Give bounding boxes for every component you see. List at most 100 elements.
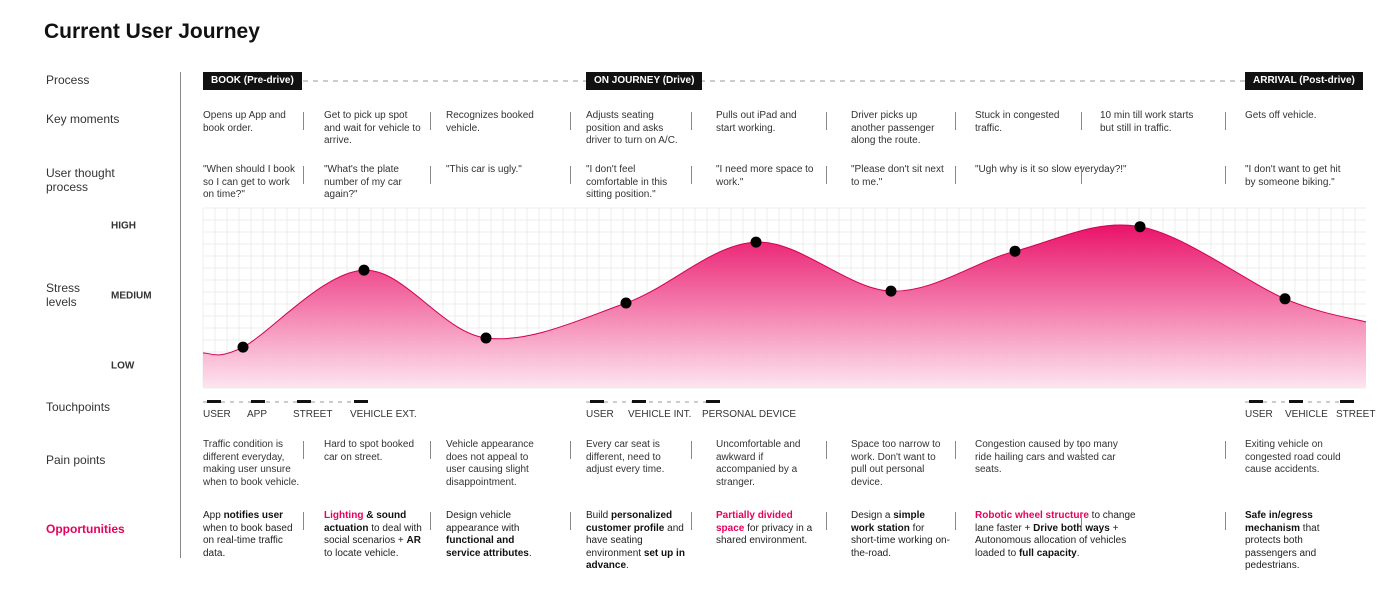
- opportunity-segment: when to book based on real-time traffic …: [203, 522, 293, 559]
- touchpoint-label: PERSONAL DEVICE: [702, 409, 797, 420]
- opportunity-segment: Partially divided space: [716, 510, 793, 534]
- touchpoint-label: USER: [203, 409, 231, 420]
- key-moments-text: Driver picks up another passenger along …: [851, 110, 935, 146]
- row-label: User thought process: [46, 166, 115, 194]
- opportunity-segment: to deal with social scenarios +: [324, 522, 422, 547]
- touchpoint-label: STREET: [1336, 409, 1376, 420]
- divider: [570, 512, 571, 530]
- divider: [826, 166, 827, 184]
- divider: [303, 512, 304, 530]
- thoughts-text: "Ugh why is it so slow everyday?!": [975, 164, 1127, 175]
- opportunity-segment: .: [1076, 547, 1080, 559]
- row-label: Touchpoints: [46, 400, 111, 414]
- divider: [955, 166, 956, 184]
- divider: [826, 512, 827, 530]
- opportunity-segment: Drive both ways: [1033, 522, 1110, 534]
- opportunity-segment: AR: [406, 535, 421, 546]
- stage-label: ARRIVAL (Post-drive): [1245, 72, 1363, 90]
- touchpoint-label: STREET: [293, 409, 333, 420]
- thoughts-text: "Please don't sit next to me.": [851, 164, 944, 188]
- key-moments-text: Get to pick up spot and wait for vehicle…: [324, 110, 421, 146]
- row-label: Key moments: [46, 112, 120, 126]
- divider: [1225, 441, 1226, 459]
- thoughts-text: "I need more space to work.": [716, 164, 814, 188]
- touchpoint-marker: [207, 400, 221, 403]
- touchpoint-marker: [1289, 400, 1303, 403]
- divider: [1081, 112, 1082, 130]
- divider: [570, 441, 571, 459]
- divider: [430, 112, 431, 130]
- stage-label: BOOK (Pre-drive): [203, 72, 302, 90]
- divider: [430, 441, 431, 459]
- divider: [1081, 441, 1082, 459]
- divider: [303, 112, 304, 130]
- key-moments-text: Opens up App and book order.: [203, 110, 286, 134]
- opportunity-segment: that protects both passengers and pedest…: [1245, 522, 1320, 572]
- touchpoint-label: APP: [247, 409, 268, 420]
- key-moments-text: Gets off vehicle.: [1245, 110, 1317, 121]
- stress-point: [237, 341, 249, 353]
- key-moments-text: Adjusts seating position and asks driver…: [586, 110, 678, 146]
- divider: [691, 512, 692, 530]
- stress-point: [750, 236, 762, 248]
- stress-level-label: LOW: [111, 360, 135, 372]
- divider: [1225, 166, 1226, 184]
- key-moments-text: 10 min till work starts but still in tra…: [1100, 110, 1194, 134]
- divider: [1225, 112, 1226, 130]
- opportunity-segment: notifies user: [223, 510, 284, 521]
- opportunity-text: Robotic wheel structure to change lane f…: [975, 510, 1145, 560]
- pain-points-text: Uncomfortable and awkward if accompanied…: [716, 439, 801, 488]
- opportunity-segment: and have seating environment: [586, 522, 684, 559]
- opportunity-segment: Lighting: [324, 510, 364, 521]
- divider: [1081, 166, 1082, 184]
- touchpoint-label: VEHICLE: [1285, 409, 1328, 420]
- pain-points-text: Congestion caused by too many ride haili…: [975, 439, 1118, 475]
- touchpoint-label: USER: [586, 409, 614, 420]
- divider: [1081, 512, 1082, 530]
- touchpoint-label: VEHICLE INT.: [628, 409, 692, 420]
- opportunity-segment: Design a: [851, 510, 894, 521]
- opportunity-segment: personalized customer profile: [586, 510, 673, 534]
- divider: [826, 112, 827, 130]
- touchpoint-marker: [251, 400, 265, 403]
- touchpoint-label: VEHICLE EXT.: [350, 409, 417, 420]
- opportunity-segment: .: [528, 547, 532, 559]
- stress-point: [1279, 293, 1291, 305]
- divider: [1225, 512, 1226, 530]
- stress-point: [358, 264, 370, 276]
- opportunity-segment: functional and service attributes: [446, 535, 529, 559]
- stress-point: [620, 297, 632, 309]
- divider: [303, 441, 304, 459]
- opportunity-text: App notifies user when to book based on …: [203, 510, 303, 560]
- touchpoint-marker: [590, 400, 604, 403]
- divider: [570, 166, 571, 184]
- touchpoint-marker: [1249, 400, 1263, 403]
- pain-points-text: Exiting vehicle on congested road could …: [1245, 439, 1341, 475]
- opportunity-segment: Robotic wheel structure: [975, 510, 1089, 521]
- stress-level-label: HIGH: [111, 220, 136, 232]
- divider: [430, 166, 431, 184]
- key-moments-text: Stuck in congested traffic.: [975, 110, 1060, 134]
- row-label: Stress levels: [46, 281, 81, 309]
- divider: [691, 112, 692, 130]
- opportunity-segment: App: [203, 510, 224, 521]
- stress-point: [480, 332, 492, 344]
- opportunity-segment: full capacity: [1018, 547, 1077, 559]
- opportunity-segment: set up in advance: [586, 547, 685, 572]
- divider: [955, 112, 956, 130]
- touchpoint-label: USER: [1245, 409, 1273, 420]
- opportunity-segment: to locate vehicle.: [324, 547, 399, 559]
- divider: [691, 441, 692, 459]
- pain-points-text: Hard to spot booked car on street.: [324, 439, 415, 463]
- opportunity-segment: .: [626, 560, 629, 571]
- thoughts-text: "I don't want to get hit by someone biki…: [1245, 164, 1341, 188]
- thoughts-text: "What's the plate number of my car again…: [324, 164, 402, 200]
- opportunity-segment: for privacy in a shared environment.: [716, 522, 813, 547]
- opportunity-text: Partially divided space for privacy in a…: [716, 510, 816, 548]
- opportunity-segment: for short-time working on-the-road.: [851, 522, 950, 559]
- row-label: Process: [46, 73, 90, 87]
- touchpoint-marker: [354, 400, 368, 403]
- opportunity-text: Build personalized customer profile and …: [586, 510, 686, 573]
- title: Current User Journey: [44, 20, 260, 43]
